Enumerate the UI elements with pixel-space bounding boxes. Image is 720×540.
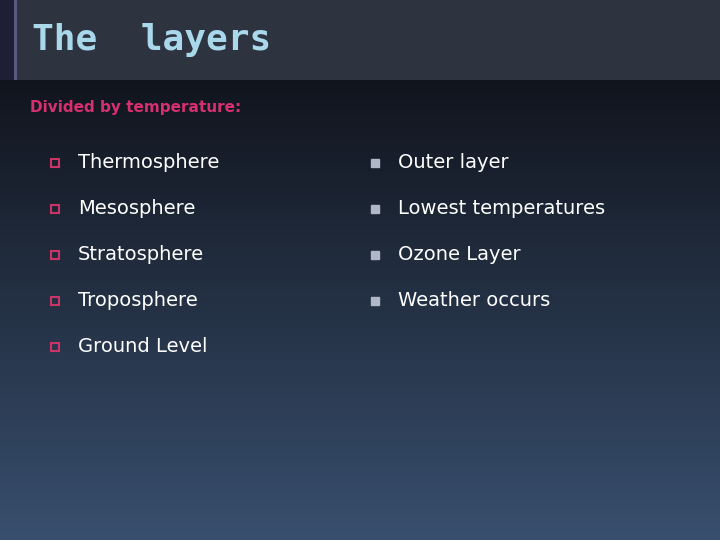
Text: Stratosphere: Stratosphere <box>78 245 204 265</box>
Text: Thermosphere: Thermosphere <box>78 153 220 172</box>
Bar <box>0 0 14 80</box>
Bar <box>371 297 379 305</box>
Text: Weather occurs: Weather occurs <box>398 292 550 310</box>
Text: Troposphere: Troposphere <box>78 292 198 310</box>
Bar <box>51 297 59 305</box>
Text: Divided by temperature:: Divided by temperature: <box>30 100 241 116</box>
Bar <box>51 159 59 167</box>
Text: Lowest temperatures: Lowest temperatures <box>398 199 605 218</box>
Bar <box>14 0 17 80</box>
Bar <box>51 205 59 213</box>
Bar <box>0 0 720 80</box>
Bar <box>51 251 59 259</box>
Text: Mesosphere: Mesosphere <box>78 199 195 218</box>
Text: The  layers: The layers <box>32 23 271 57</box>
Bar <box>51 343 59 351</box>
Bar <box>371 205 379 213</box>
Text: Outer layer: Outer layer <box>398 153 508 172</box>
Bar <box>371 159 379 167</box>
Text: Ozone Layer: Ozone Layer <box>398 245 521 265</box>
Text: Ground Level: Ground Level <box>78 338 207 356</box>
Bar <box>371 251 379 259</box>
